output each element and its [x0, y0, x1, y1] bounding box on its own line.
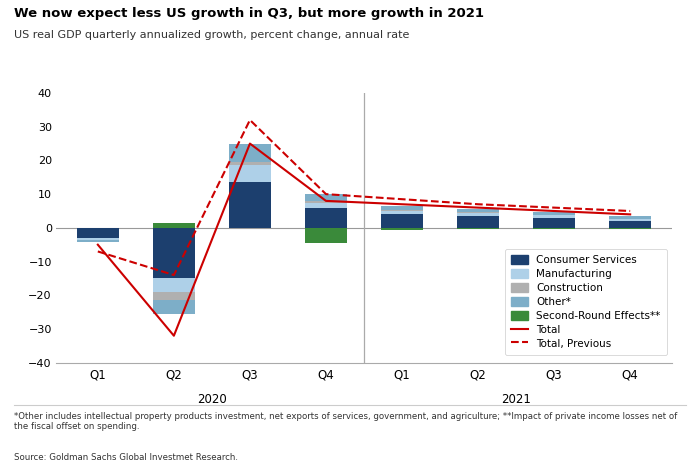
Bar: [305, 201, 347, 203]
Bar: [381, 211, 423, 214]
Bar: [609, 216, 651, 219]
Text: Source: Goldman Sachs Global Investmet Research.: Source: Goldman Sachs Global Investmet R…: [14, 453, 238, 462]
Bar: [153, 223, 195, 228]
Bar: [153, 300, 195, 314]
Bar: [457, 213, 499, 216]
Bar: [457, 216, 499, 228]
Bar: [457, 209, 499, 213]
Bar: [77, 239, 119, 240]
Bar: [609, 219, 651, 221]
Bar: [229, 162, 271, 166]
Legend: Consumer Services, Manufacturing, Construction, Other*, Second-Round Effects**, : Consumer Services, Manufacturing, Constr…: [505, 249, 667, 355]
Bar: [533, 212, 575, 215]
Bar: [381, 210, 423, 211]
Bar: [77, 238, 119, 239]
Bar: [305, 194, 347, 201]
Bar: [153, 279, 195, 292]
Bar: [533, 215, 575, 218]
Text: We now expect less US growth in Q3, but more growth in 2021: We now expect less US growth in Q3, but …: [14, 7, 484, 20]
Text: 2020: 2020: [197, 393, 227, 406]
Bar: [77, 228, 119, 238]
Bar: [229, 166, 271, 182]
Text: 2021: 2021: [501, 393, 531, 406]
Bar: [229, 182, 271, 228]
Bar: [381, 228, 423, 230]
Bar: [305, 208, 347, 228]
Bar: [381, 214, 423, 228]
Bar: [305, 228, 347, 243]
Bar: [77, 240, 119, 242]
Bar: [381, 206, 423, 210]
Bar: [457, 228, 499, 229]
Bar: [153, 292, 195, 300]
Bar: [305, 203, 347, 208]
Bar: [153, 228, 195, 279]
Text: *Other includes intellectual property products investment, net exports of servic: *Other includes intellectual property pr…: [14, 412, 678, 431]
Text: US real GDP quarterly annualized growth, percent change, annual rate: US real GDP quarterly annualized growth,…: [14, 30, 409, 40]
Bar: [229, 144, 271, 162]
Bar: [533, 218, 575, 228]
Bar: [609, 221, 651, 228]
